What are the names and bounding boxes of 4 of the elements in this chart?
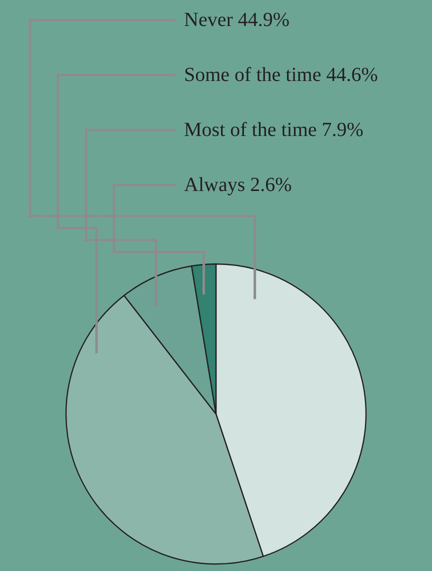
slice-label: Always 2.6%: [184, 174, 292, 196]
slice-label: Never 44.9%: [184, 9, 290, 31]
slice-label: Some of the time 44.6%: [184, 64, 378, 86]
slice-label: Most of the time 7.9%: [184, 119, 364, 141]
